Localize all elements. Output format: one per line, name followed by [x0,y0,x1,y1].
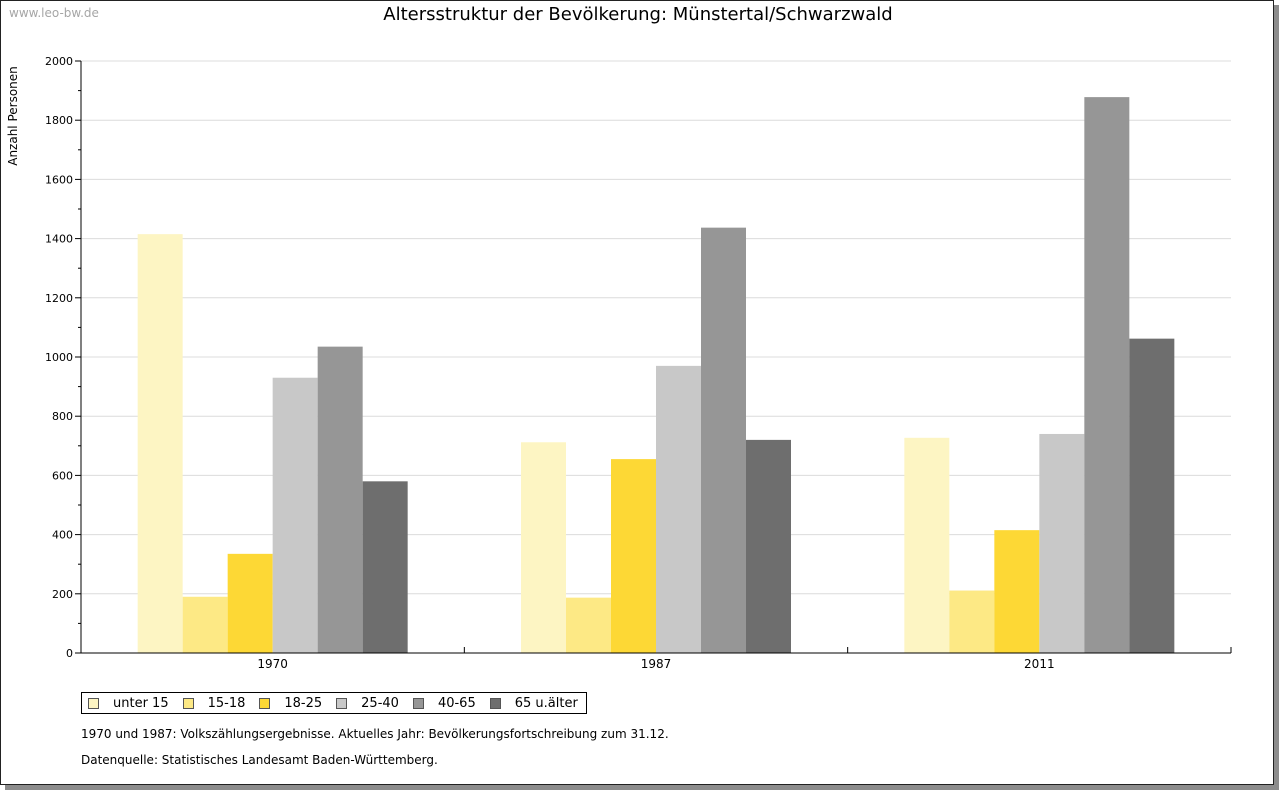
legend-item: 25-40 [336,696,399,711]
legend-swatch [182,697,194,709]
legend-item: 40-65 [412,695,476,711]
legend-label: 65 u.älter [514,695,578,711]
bar [656,365,701,653]
legend-label: 18-25 [284,695,323,711]
y-tick-label: 1000 [45,351,73,364]
y-tick-label: 0 [66,647,73,660]
footnote-census: 1970 und 1987: Volkszählungsergebnisse. … [81,727,669,741]
legend-swatch [259,697,271,709]
bar [904,437,950,653]
legend-item: 18-25 [259,696,322,711]
y-tick-label: 1200 [45,292,73,305]
y-axis-label: Anzahl Personen [6,66,20,166]
legend-label: 15-18 [207,695,246,711]
x-tick-label: 1987 [641,657,672,671]
bar [521,442,566,653]
y-tick-label: 1800 [45,114,73,127]
bar-chart: 0 200 400 600 800 1000 1200 1400 1600 1800 2000 Anz… [6,55,1232,671]
bar [227,553,273,653]
bar [317,346,363,653]
legend-label: unter 15 [113,695,169,711]
legend-label: 40-65 [437,695,476,711]
y-tick-label: 400 [52,529,73,542]
bar [701,227,746,653]
bar [566,597,611,653]
legend-item: 15-18 [182,695,246,711]
legend-swatch [336,697,348,709]
legend-swatch [412,697,424,709]
legend-item: unter 15 [88,696,169,711]
y-tick-label: 800 [52,410,73,423]
bar [1039,433,1085,653]
footnote-source: Datenquelle: Statistisches Landesamt Bad… [81,753,438,767]
y-tick-label: 2000 [45,55,73,68]
legend-label: 25-40 [361,695,399,711]
y-tick-label: 1400 [45,233,73,246]
bar [1129,338,1175,653]
y-tick-label: 200 [52,588,73,601]
bar [362,481,408,653]
bar [137,234,183,653]
chart-title: Altersstruktur der Bevölkerung: Münstert… [383,4,893,25]
legend-item: 65 u.älter [489,695,578,711]
legend-swatch [88,697,99,709]
bar [746,439,791,653]
bar [994,530,1040,653]
bar [1084,97,1130,653]
x-tick-label: 2011 [1024,657,1055,671]
bar [611,459,656,653]
bar [272,377,318,653]
y-tick-label: 600 [52,469,73,482]
bar [182,596,228,653]
x-tick-label: 1970 [257,657,288,671]
chart-legend: unter 15 15-18 18-25 25-40 40-65 65 u.älter [81,692,587,714]
y-tick-label: 1600 [45,173,73,186]
bar [949,590,995,653]
legend-swatch [489,697,501,709]
watermark: www.leo-bw.de [9,6,99,20]
